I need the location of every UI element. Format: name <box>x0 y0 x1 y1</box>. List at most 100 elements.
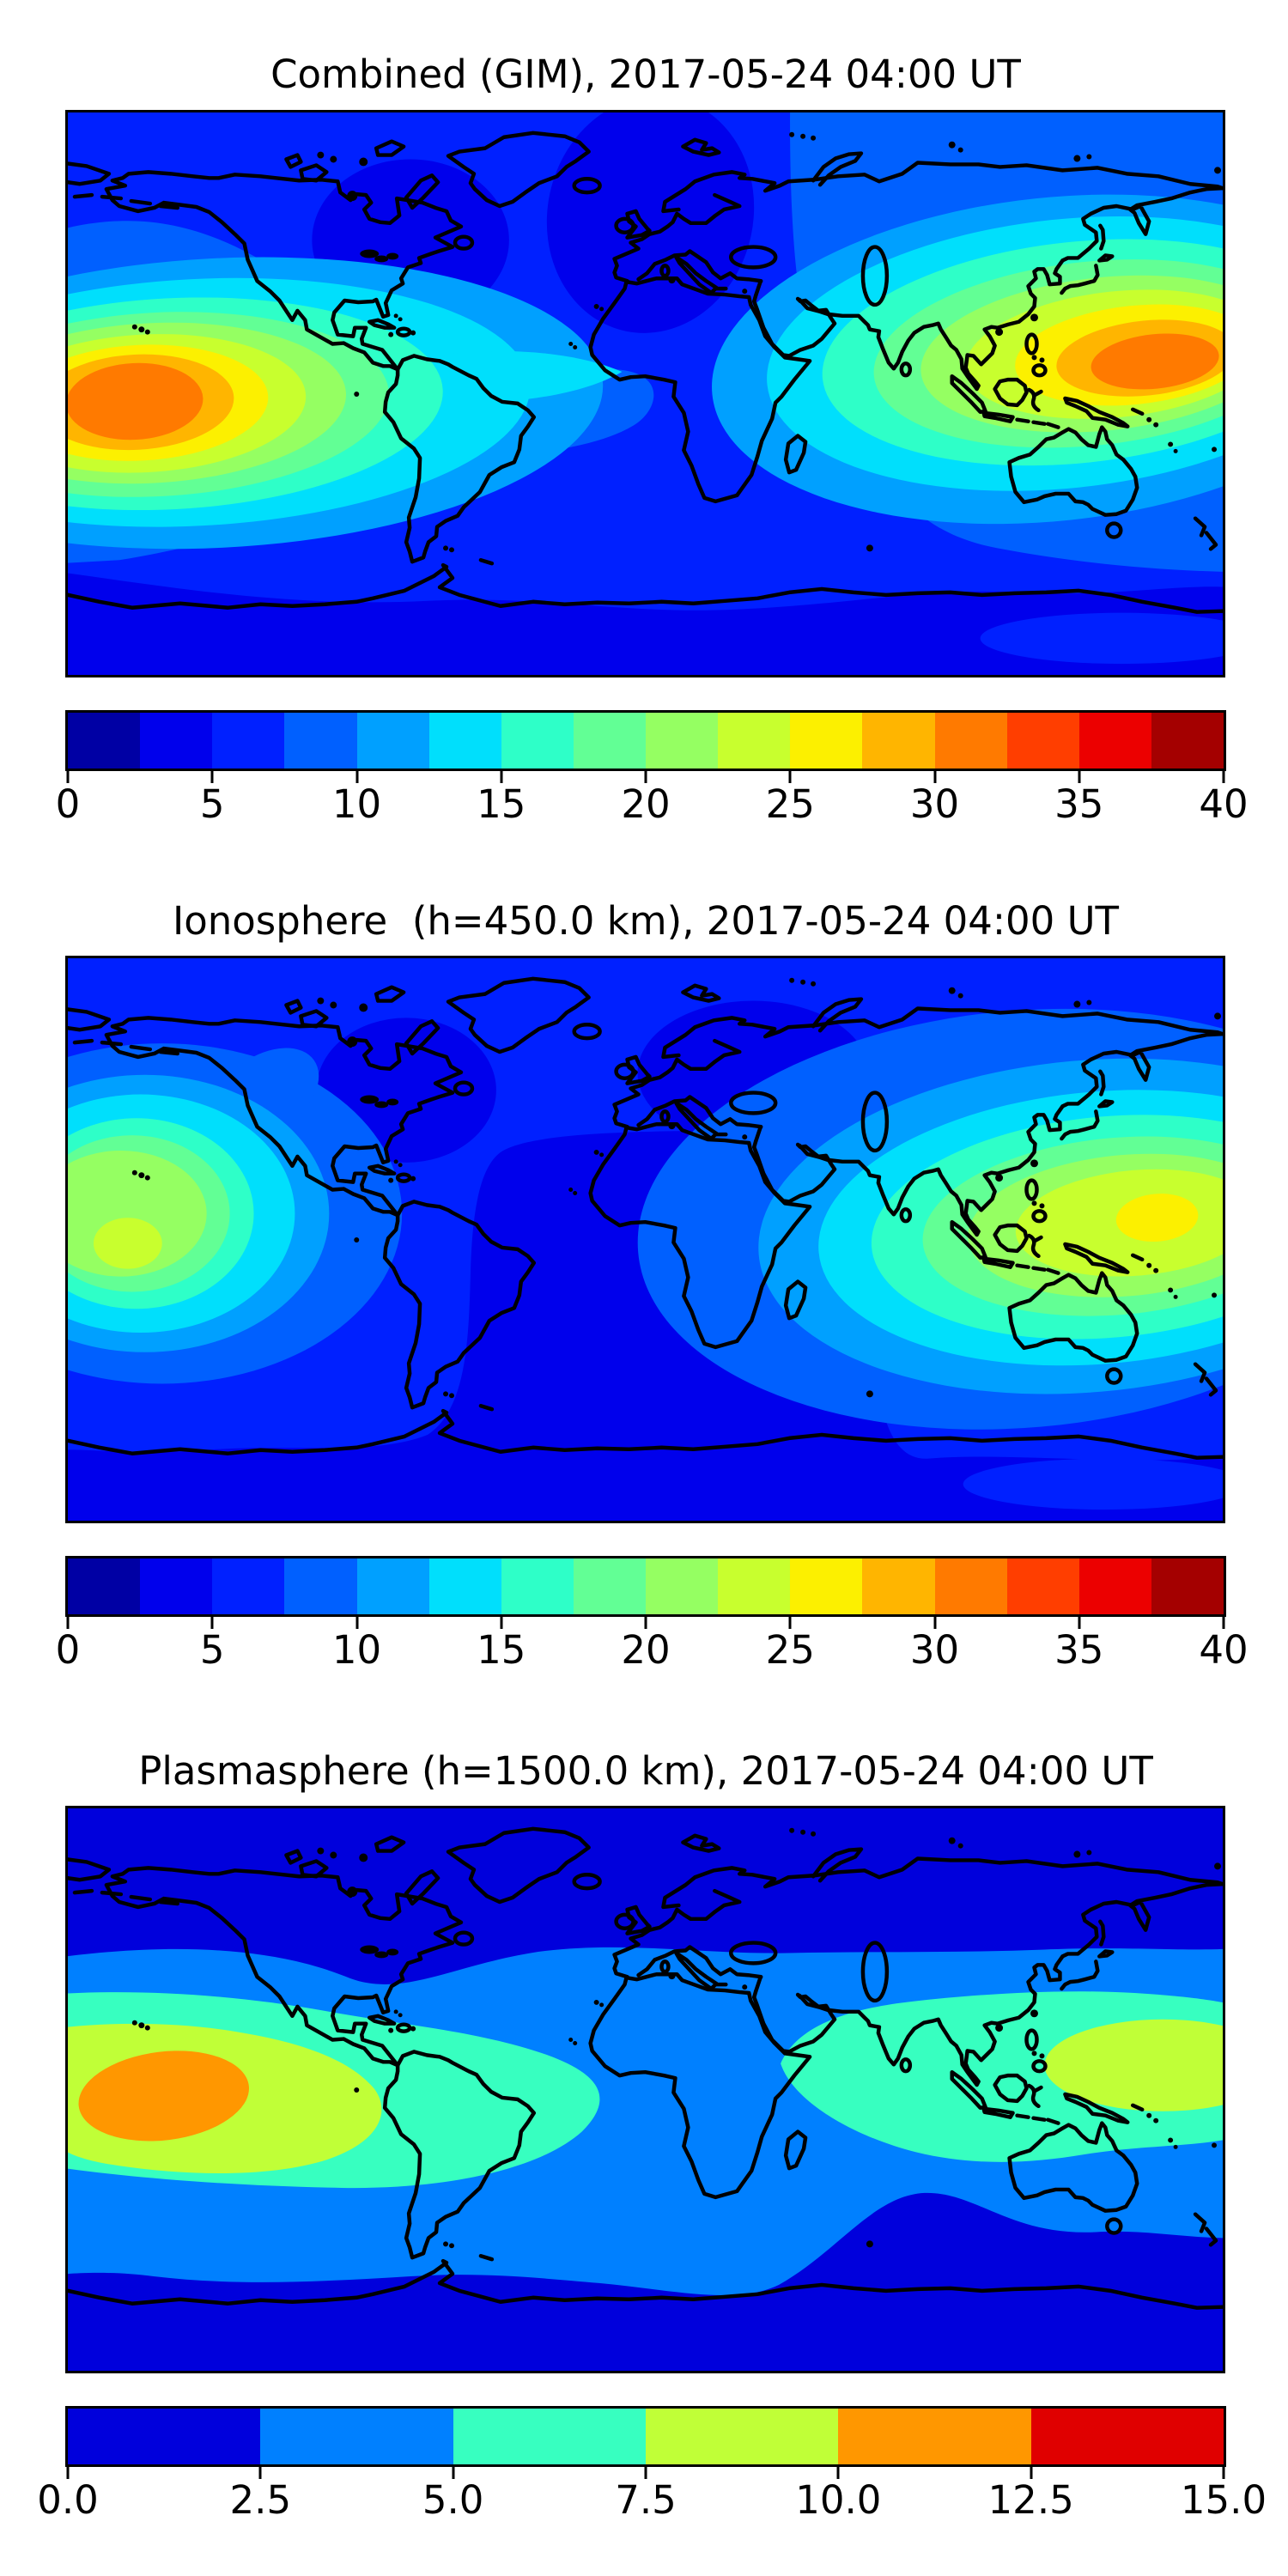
colorbar-tickmark <box>1030 2467 1033 2479</box>
colorbar-segment <box>934 1558 1007 1614</box>
colorbar-segment <box>838 2409 1031 2464</box>
panel2-colorbar <box>65 1556 1226 1617</box>
colorbar-segment <box>1078 713 1151 769</box>
colorbar-ticklabel: 0 <box>55 1627 81 1673</box>
colorbar-tickmark <box>1222 1617 1225 1629</box>
colorbar-segment <box>212 1558 285 1614</box>
panel2-contour-map <box>68 958 1223 1521</box>
panel3-pacific-maximum <box>78 2050 249 2142</box>
colorbar-ticklabel: 15.0 <box>1180 2477 1267 2523</box>
colorbar-tickmark <box>66 1617 70 1629</box>
colorbar-tickmark <box>933 1617 936 1629</box>
colorbar-segment <box>1151 713 1224 769</box>
colorbar-segment <box>284 713 357 769</box>
colorbar-segment <box>260 2409 453 2464</box>
colorbar-segment <box>1006 1558 1079 1614</box>
panel3-colorbar <box>65 2406 1226 2467</box>
colorbar-segment <box>645 2409 839 2464</box>
colorbar-tickmark <box>788 1617 792 1629</box>
panel3-wpacific-maximum <box>1044 2019 1223 2111</box>
colorbar-segment <box>68 713 141 769</box>
colorbar-tickmark <box>836 2467 840 2479</box>
colorbar-segment <box>790 1558 863 1614</box>
colorbar-ticklabel: 20 <box>621 1627 671 1673</box>
panel3-title: Plasmasphere (h=1500.0 km), 2017-05-24 0… <box>138 1748 1153 1794</box>
colorbar-tickmark <box>1078 771 1081 783</box>
colorbar-ticklabel: 40 <box>1199 1627 1249 1673</box>
colorbar-tickmark <box>644 771 647 783</box>
colorbar-ticklabel: 10 <box>331 781 382 827</box>
colorbar-segment <box>356 713 429 769</box>
panel3-map <box>65 1806 1225 2373</box>
colorbar-tickmark <box>644 2467 647 2479</box>
colorbar-segment <box>140 1558 213 1614</box>
colorbar-tickmark <box>210 1617 214 1629</box>
colorbar-ticklabel: 0.0 <box>37 2477 99 2523</box>
colorbar-segment <box>453 2409 646 2464</box>
colorbar-segment <box>1078 1558 1151 1614</box>
colorbar-ticklabel: 25 <box>765 781 815 827</box>
colorbar-segment <box>573 713 646 769</box>
colorbar-tickmark <box>933 771 936 783</box>
colorbar-ticklabel: 30 <box>909 781 960 827</box>
colorbar-segment <box>284 1558 357 1614</box>
colorbar-ticklabel: 10 <box>331 1627 382 1673</box>
colorbar-tickmark <box>355 1617 358 1629</box>
panel1-map <box>65 110 1225 677</box>
colorbar-segment <box>501 1558 574 1614</box>
colorbar-segment <box>573 1558 646 1614</box>
panel2-asia-anomaly <box>637 1008 1223 1430</box>
colorbar-segment <box>68 2409 261 2464</box>
colorbar-ticklabel: 35 <box>1054 781 1104 827</box>
colorbar-ticklabel: 7.5 <box>615 2477 677 2523</box>
colorbar-segment <box>646 713 719 769</box>
colorbar-segment <box>862 713 935 769</box>
panel2-map <box>65 956 1225 1523</box>
colorbar-ticklabel: 0 <box>55 781 81 827</box>
colorbar-segment <box>790 713 863 769</box>
colorbar-segment <box>501 713 574 769</box>
colorbar-ticklabel: 15 <box>477 1627 526 1673</box>
colorbar-ticklabel: 5 <box>199 781 225 827</box>
colorbar-segment <box>718 713 791 769</box>
colorbar-tickmark <box>500 1617 503 1629</box>
colorbar-ticklabel: 15 <box>477 781 526 827</box>
colorbar-segment <box>356 1558 429 1614</box>
colorbar-segment <box>140 713 213 769</box>
colorbar-segment <box>934 713 1007 769</box>
colorbar-segment <box>428 713 501 769</box>
colorbar-ticklabel: 40 <box>1199 781 1249 827</box>
panel2-pacific-anomaly <box>68 1043 403 1384</box>
panel1-colorbar-ticks: 0 5 10 15 20 25 30 35 40 <box>56 771 1249 831</box>
panel2-colorbar-ticks: 0 5 10 15 20 25 30 35 40 <box>56 1617 1249 1677</box>
colorbar-segment <box>212 713 285 769</box>
colorbar-ticklabel: 10.0 <box>795 2477 882 2523</box>
colorbar-ticklabel: 20 <box>621 781 671 827</box>
panel1-colorbar <box>65 710 1226 771</box>
colorbar-ticklabel: 5 <box>199 1627 225 1673</box>
colorbar-segment <box>428 1558 501 1614</box>
colorbar-segment <box>1030 2409 1224 2464</box>
panel1-contour-map <box>68 112 1223 675</box>
panel1-title: Combined (GIM), 2017-05-24 04:00 UT <box>270 52 1021 97</box>
colorbar-segment <box>1151 1558 1224 1614</box>
panel2-title: Ionosphere (h=450.0 km), 2017-05-24 04:0… <box>172 898 1120 944</box>
colorbar-tickmark <box>644 1617 647 1629</box>
colorbar-tickmark <box>500 771 503 783</box>
colorbar-ticklabel: 2.5 <box>229 2477 292 2523</box>
colorbar-segment <box>646 1558 719 1614</box>
colorbar-tickmark <box>1222 771 1225 783</box>
colorbar-ticklabel: 35 <box>1054 1627 1104 1673</box>
colorbar-ticklabel: 5.0 <box>422 2477 484 2523</box>
panel3-colorbar-ticks: 0.0 2.5 5.0 7.5 10.0 12.5 15.0 <box>37 2467 1267 2527</box>
colorbar-tickmark <box>355 771 358 783</box>
colorbar-ticklabel: 12.5 <box>987 2477 1074 2523</box>
colorbar-tickmark <box>1078 1617 1081 1629</box>
colorbar-segment <box>718 1558 791 1614</box>
colorbar-tickmark <box>66 2467 70 2479</box>
panel3-contour-map <box>68 1808 1223 2371</box>
colorbar-tickmark <box>258 2467 262 2479</box>
colorbar-tickmark <box>788 771 792 783</box>
colorbar-tickmark <box>210 771 214 783</box>
